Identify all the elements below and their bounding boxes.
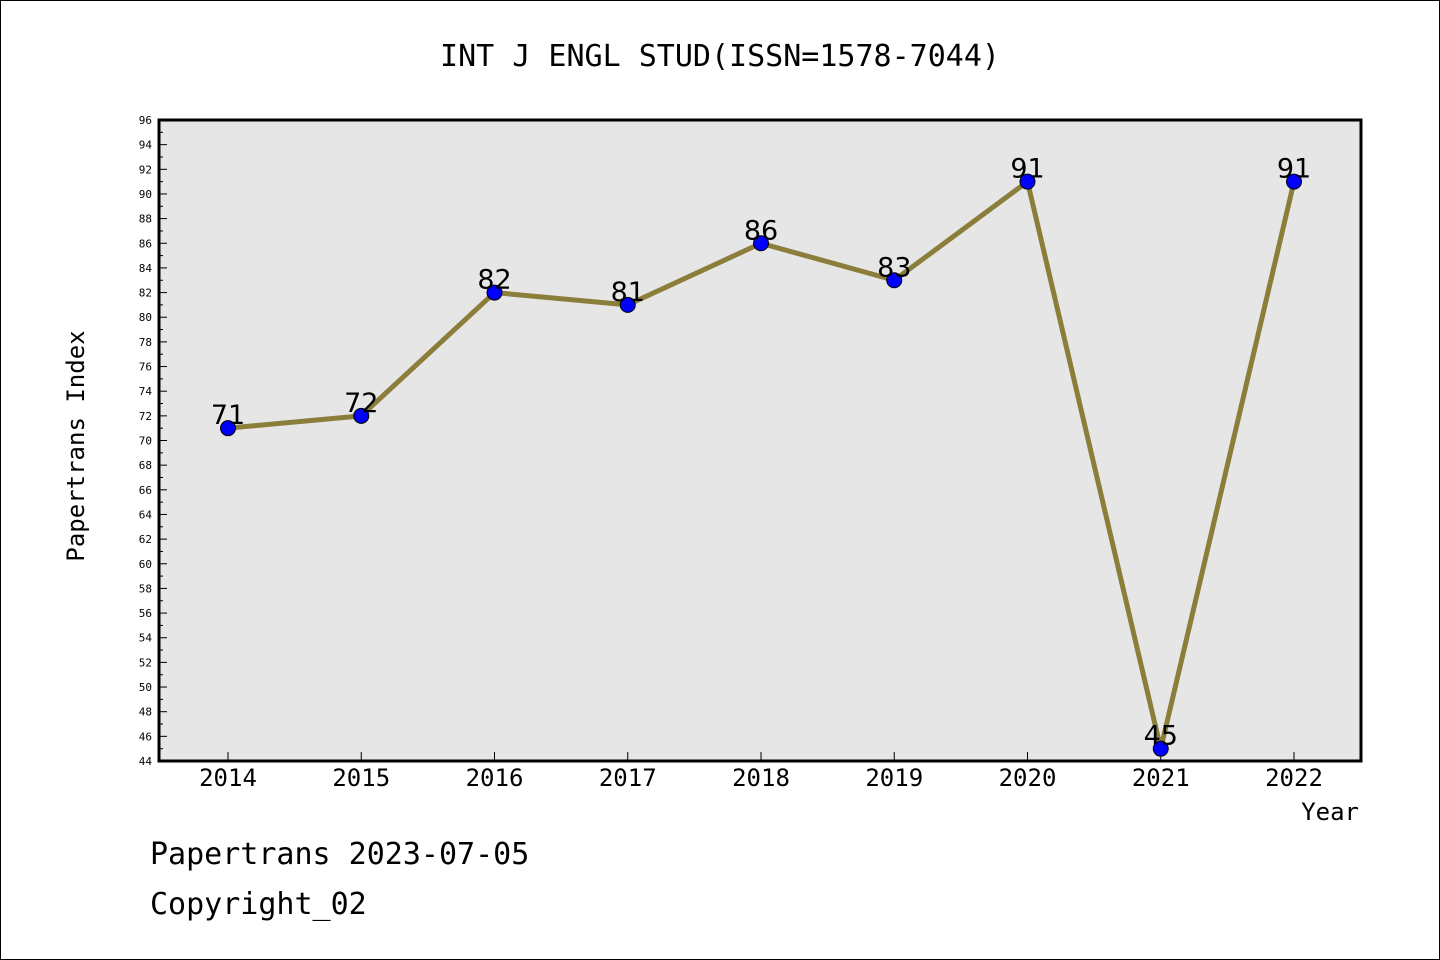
x-tick-label: 2022 — [1265, 764, 1323, 792]
chart-title: INT J ENGL STUD(ISSN=1578-7044) — [440, 39, 1000, 74]
data-label: 71 — [211, 400, 245, 431]
data-label: 81 — [611, 277, 645, 308]
y-tick-label: 88 — [139, 213, 152, 226]
x-axis: 2014 2015 2016 2017 2018 2019 2020 2021 2022 — [199, 752, 1323, 792]
x-tick-label: 2019 — [865, 764, 923, 792]
y-tick-label: 48 — [139, 706, 152, 719]
x-tick-label: 2014 — [199, 764, 257, 792]
data-label: 91 — [1010, 154, 1044, 185]
y-tick-label: 64 — [139, 508, 153, 521]
data-label: 86 — [744, 215, 778, 246]
data-labels: 71 72 82 81 86 83 91 45 91 — [211, 154, 1311, 752]
x-axis-label: Year — [1301, 798, 1359, 826]
data-point — [619, 296, 636, 313]
data-label: 82 — [477, 265, 511, 296]
y-tick-label: 44 — [139, 755, 153, 768]
data-point — [1286, 173, 1302, 190]
data-point — [353, 407, 370, 424]
data-label: 91 — [1277, 154, 1311, 185]
plot-background — [157, 118, 1363, 763]
x-tick-label: 2017 — [599, 764, 657, 792]
x-tick-label: 2021 — [1132, 764, 1190, 792]
y-tick-label: 50 — [139, 681, 152, 694]
data-point — [886, 272, 903, 289]
footer-copyright: Copyright_02 — [150, 887, 367, 922]
x-tick-label: 2018 — [732, 764, 790, 792]
y-tick-label: 54 — [139, 632, 153, 645]
y-tick-label: 58 — [139, 582, 152, 595]
x-tick-label: 2015 — [332, 764, 390, 792]
x-tick-label: 2016 — [466, 764, 524, 792]
y-tick-label: 74 — [139, 385, 153, 398]
y-tick-label: 86 — [139, 237, 152, 250]
footer-source: Papertrans 2023-07-05 — [150, 837, 529, 872]
y-tick-label: 72 — [139, 410, 152, 423]
plot-area — [157, 118, 1363, 763]
y-tick-label: 80 — [139, 311, 152, 324]
data-point — [1152, 740, 1169, 757]
data-label: 45 — [1144, 721, 1178, 752]
y-tick-label: 52 — [139, 656, 152, 669]
data-point — [486, 284, 503, 301]
y-tick-label: 78 — [139, 336, 152, 349]
data-label: 72 — [344, 388, 378, 419]
series-layer — [220, 173, 1302, 757]
data-point — [1019, 173, 1036, 190]
data-point — [753, 235, 769, 252]
y-tick-label: 94 — [139, 139, 153, 152]
x-tick-label: 2020 — [999, 764, 1057, 792]
y-tick-label: 76 — [139, 361, 152, 374]
y-tick-label: 70 — [139, 435, 152, 448]
y-tick-label: 62 — [139, 533, 152, 546]
y-tick-label: 68 — [139, 459, 152, 472]
y-tick-label: 60 — [139, 558, 152, 571]
data-point — [220, 420, 236, 437]
y-tick-label: 90 — [139, 188, 152, 201]
data-label: 83 — [877, 252, 911, 283]
y-tick-label: 82 — [139, 287, 152, 300]
y-tick-label: 56 — [139, 607, 152, 620]
y-tick-label: 66 — [139, 484, 152, 497]
y-tick-label: 96 — [139, 114, 152, 127]
y-tick-label: 84 — [139, 262, 153, 275]
y-tick-label: 46 — [139, 730, 152, 743]
y-axis: 44 46 48 50 52 54 56 58 60 62 64 66 68 70 72 74 76 78 80 82… — [139, 114, 167, 768]
y-tick-label: 92 — [139, 163, 152, 176]
y-axis-label: Papertrans Index — [62, 330, 90, 561]
